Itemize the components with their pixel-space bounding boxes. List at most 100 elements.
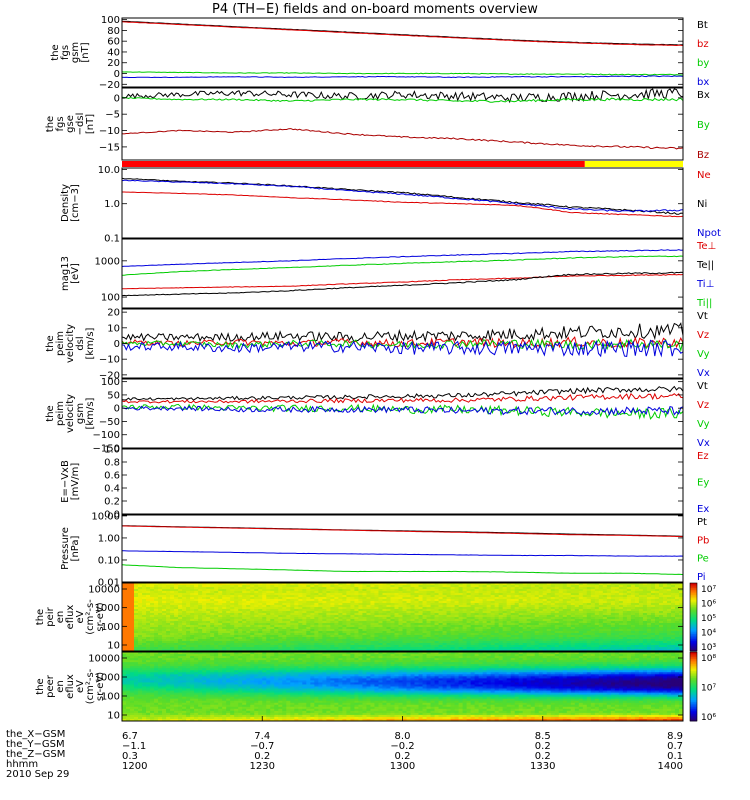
heatmap-cell — [530, 619, 536, 622]
heatmap-cell — [530, 635, 536, 638]
heatmap-cell — [202, 595, 207, 598]
heatmap-cell — [238, 599, 243, 602]
heatmap-cell — [382, 595, 387, 598]
heatmap-cell — [486, 583, 492, 586]
heatmap-cell — [430, 621, 435, 624]
heatmap-cell — [494, 593, 500, 596]
heatmap-cell — [414, 593, 419, 596]
heatmap-cell — [278, 639, 283, 642]
heatmap-cell — [126, 629, 131, 632]
heatmap-cell — [370, 597, 375, 600]
heatmap-cell — [386, 607, 391, 610]
heatmap-cell — [190, 641, 195, 644]
heatmap-cell — [506, 591, 512, 594]
heatmap-cell — [478, 625, 484, 628]
heatmap-cell — [350, 605, 355, 608]
heatmap-cell — [446, 623, 451, 626]
heatmap-cell — [290, 597, 295, 600]
heatmap-cell — [158, 641, 163, 644]
heatmap-cell — [490, 607, 496, 610]
heatmap-cell — [162, 583, 167, 586]
heatmap-cell — [374, 607, 379, 610]
heatmap-cell — [394, 595, 399, 598]
heatmap-cell — [454, 607, 459, 610]
heatmap-cell — [454, 637, 459, 640]
heatmap-cell — [442, 613, 447, 616]
heatmap-cell — [458, 649, 464, 652]
heatmap-cell — [306, 633, 311, 636]
heatmap-cell — [154, 643, 159, 646]
heatmap-cell — [354, 609, 359, 612]
heatmap-cell — [358, 585, 363, 588]
heatmap-cell — [430, 629, 435, 632]
heatmap-cell — [538, 585, 544, 588]
heatmap-cell — [578, 609, 584, 612]
heatmap-cell — [466, 587, 472, 590]
heatmap-cell — [370, 641, 375, 644]
heatmap-cell — [326, 589, 331, 592]
heatmap-cell — [322, 599, 327, 602]
heatmap-cell — [306, 607, 311, 610]
heatmap-cell — [214, 601, 219, 604]
heatmap-cell — [290, 601, 295, 604]
heatmap-cell — [306, 591, 311, 594]
heatmap-cell — [482, 603, 488, 606]
heatmap-cell — [382, 621, 387, 624]
heatmap-cell — [386, 605, 391, 608]
heatmap-cell — [322, 637, 327, 640]
heatmap-cell — [518, 619, 524, 622]
heatmap-cell — [562, 629, 568, 632]
heatmap-cell — [142, 637, 147, 640]
heatmap-cell — [206, 595, 211, 598]
heatmap-cell — [302, 623, 307, 626]
heatmap-cell — [542, 589, 548, 592]
heatmap-cell — [474, 583, 480, 586]
heatmap-cell — [202, 589, 207, 592]
heatmap-cell — [402, 635, 407, 638]
panel-frame — [121, 87, 684, 161]
heatmap-cell — [346, 619, 351, 622]
heatmap-cell — [166, 633, 171, 636]
heatmap-cell — [554, 623, 560, 626]
heatmap-cell — [222, 587, 227, 590]
heatmap-cell — [306, 609, 311, 612]
heatmap-cell — [218, 645, 223, 648]
heatmap-cell — [210, 609, 215, 612]
heatmap-cell — [498, 649, 504, 652]
heatmap-cell — [406, 591, 411, 594]
heatmap-cell — [502, 605, 508, 608]
heatmap-cell — [382, 593, 387, 596]
heatmap-cell — [230, 623, 235, 626]
heatmap-cell — [478, 633, 484, 636]
heatmap-cell — [286, 611, 291, 614]
heatmap-cell — [422, 589, 427, 592]
heatmap-cell — [194, 595, 199, 598]
heatmap-cell — [374, 617, 379, 620]
heatmap-cell — [254, 631, 259, 634]
heatmap-cell — [150, 621, 155, 624]
heatmap-cell — [258, 631, 263, 634]
heatmap-cell — [534, 613, 540, 616]
heatmap-cell — [518, 583, 524, 586]
heatmap-cell — [186, 639, 191, 642]
heatmap-cell — [498, 615, 504, 618]
heatmap-cell — [370, 603, 375, 606]
heatmap-cell — [466, 605, 472, 608]
heatmap-cell — [358, 639, 363, 642]
heatmap-cell — [226, 619, 231, 622]
heatmap-cell — [266, 583, 271, 586]
heatmap-cell — [582, 639, 588, 642]
heatmap-cell — [238, 589, 243, 592]
heatmap-cell — [378, 589, 383, 592]
heatmap-cell — [506, 611, 512, 614]
heatmap-cell — [366, 613, 371, 616]
heatmap-cell — [278, 607, 283, 610]
heatmap-cell — [386, 583, 391, 586]
heatmap-cell — [134, 599, 139, 602]
heatmap-cell — [274, 635, 279, 638]
heatmap-cell — [530, 631, 536, 634]
heatmap-cell — [214, 585, 219, 588]
y-axis-label-line: [eV] — [70, 263, 81, 284]
heatmap-cell — [354, 645, 359, 648]
heatmap-cell — [182, 649, 187, 652]
